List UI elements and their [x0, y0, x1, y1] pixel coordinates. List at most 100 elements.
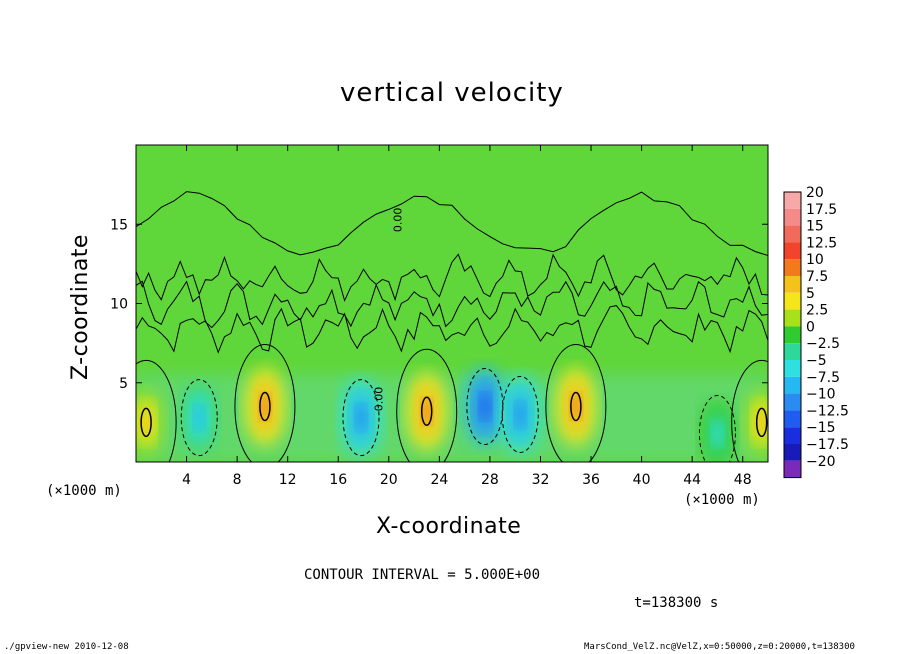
updraft-core-contour	[259, 391, 271, 422]
colorbar-swatch	[784, 292, 801, 310]
colorbar-label: 15	[806, 219, 824, 235]
x-tick-label: 8	[233, 472, 242, 488]
time-label: t=138300 s	[634, 595, 719, 611]
contour-interval-note: CONTOUR INTERVAL = 5.000E+00	[304, 567, 541, 583]
y-tick-label: 10	[110, 297, 128, 313]
downdraft-core	[354, 404, 367, 431]
downdraft-cell	[338, 377, 383, 458]
colorbar-label: 0	[806, 319, 815, 335]
colorbar-swatch	[784, 460, 801, 478]
updraft-cell	[553, 366, 598, 447]
x-tick-label: 32	[532, 472, 550, 488]
x-tick-label: 28	[481, 472, 499, 488]
updraft-core	[140, 409, 153, 436]
colorbar-label: −15	[806, 420, 836, 436]
colorbar-label: −10	[806, 387, 836, 403]
x-axis-label: X-coordinate	[376, 514, 522, 539]
y-axis-label: Z-coordinate	[68, 234, 93, 380]
downdraft-cell	[180, 383, 218, 452]
x-tick-label: 16	[329, 472, 347, 488]
colorbar-swatch	[784, 225, 801, 243]
colorbar-swatch	[784, 427, 801, 444]
colorbar-label: 5	[806, 286, 815, 302]
updraft-contour	[731, 359, 768, 462]
colorbar-label: −17.5	[806, 437, 849, 453]
updraft-core	[755, 409, 768, 436]
colorbar-label: −2.5	[806, 336, 840, 352]
colorbar-label: 10	[806, 252, 824, 268]
colorbar-swatch	[784, 192, 801, 209]
contour-lines: 0.00 0.00	[136, 191, 768, 462]
colorbar-label: −20	[806, 454, 836, 470]
downdraft-core	[711, 420, 724, 447]
x-unit-label-right: (×1000 m)	[684, 492, 760, 508]
colorbar-swatch	[784, 259, 801, 276]
colorbar-label: −7.5	[806, 370, 840, 386]
footer-source: MarsCond_VelZ.nc@VelZ,x=0:50000,z=0:2000…	[584, 642, 855, 652]
colorbar-swatch	[784, 326, 801, 344]
footer-program: ./gpview-new 2010-12-08	[4, 642, 129, 652]
y-tick-label: 15	[110, 217, 128, 233]
colorbar-label: 2.5	[806, 303, 828, 319]
updraft-contour	[545, 344, 607, 462]
upper-contour	[136, 191, 768, 256]
zero-contour-band	[136, 253, 768, 354]
updraft-contour	[234, 344, 296, 462]
downdraft-core	[514, 401, 527, 428]
colorbar-swatch	[784, 343, 801, 360]
colorbar-swatch	[784, 208, 801, 226]
updraft-core	[569, 393, 582, 420]
colorbar-label: 12.5	[806, 235, 837, 251]
x-tick-label: 44	[683, 472, 701, 488]
updraft-contour	[396, 348, 458, 462]
updraft-cell	[136, 388, 165, 457]
colorbar-swatch	[784, 309, 801, 327]
downdraft-cell	[462, 366, 507, 447]
updraft-cell	[742, 388, 768, 457]
updraft-core-contour	[755, 407, 768, 438]
colorbar-frame	[783, 191, 802, 479]
updraft-core-contour	[140, 407, 152, 438]
downdraft-contour	[342, 379, 380, 457]
x-tick-label: 36	[582, 472, 600, 488]
updraft-cell	[404, 371, 449, 452]
colorbar-swatch	[784, 376, 801, 394]
downdraft-contour	[180, 379, 218, 457]
colorbar-swatch	[784, 276, 801, 293]
contour-label: 0.00	[372, 387, 385, 412]
colorbar-swatch	[784, 360, 801, 377]
lower-layer	[136, 374, 768, 462]
chart-title: vertical velocity	[340, 78, 564, 108]
colorbar-swatch	[784, 242, 801, 260]
colorbar-label: 17.5	[806, 202, 837, 218]
y-axis: 5 10 15	[110, 217, 768, 392]
colorbar-swatch	[784, 410, 801, 428]
velocity-field	[136, 145, 768, 462]
x-tick-label: 48	[734, 472, 752, 488]
x-tick-label: 12	[279, 472, 297, 488]
downdraft-contour	[698, 394, 736, 462]
updraft-cell	[242, 366, 287, 447]
x-axis: 4 8 12 16 20 24 28 32 36 40 44 48	[182, 145, 752, 488]
colorbar-label: 20	[806, 185, 824, 201]
colorbar-swatch	[784, 444, 801, 461]
y-tick-label: 5	[119, 376, 128, 392]
downdraft-contour	[501, 375, 539, 453]
colorbar: 2017.51512.5107.552.50−2.5−5−7.5−10−12.5…	[783, 185, 849, 479]
downdraft-core	[193, 404, 206, 431]
colorbar-label: 7.5	[806, 269, 828, 285]
updraft-core-contour	[420, 396, 433, 427]
x-tick-label: 40	[633, 472, 651, 488]
colorbar-label: −5	[806, 353, 827, 369]
colorbar-label: −12.5	[806, 403, 849, 419]
colorbar-swatch	[784, 393, 801, 411]
x-tick-label: 20	[380, 472, 398, 488]
updraft-core	[420, 398, 433, 425]
downdraft-cell	[498, 374, 543, 455]
x-tick-label: 4	[182, 472, 191, 488]
updraft-core-contour	[570, 391, 582, 422]
x-tick-label: 24	[430, 472, 448, 488]
updraft-core	[258, 393, 271, 420]
